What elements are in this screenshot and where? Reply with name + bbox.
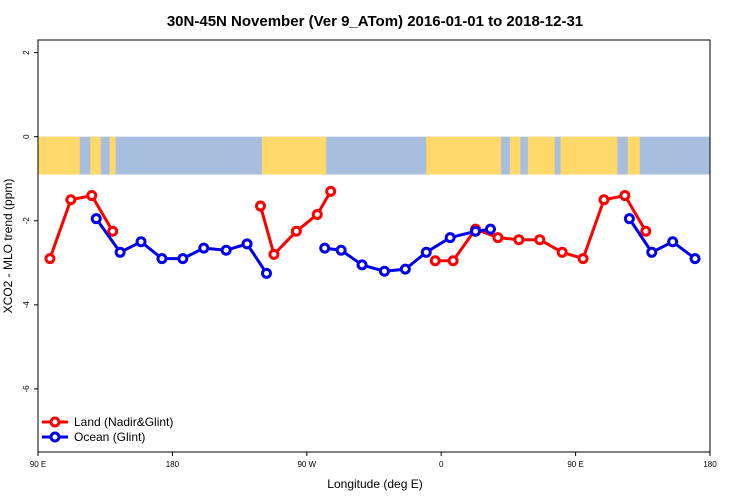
map-land-patch bbox=[262, 136, 327, 175]
y-tick-label: 2 bbox=[22, 50, 31, 55]
data-point bbox=[177, 253, 189, 265]
data-point bbox=[420, 246, 432, 258]
data-point bbox=[429, 255, 441, 267]
legend-item-land: Land (Nadir&Glint) bbox=[42, 415, 173, 429]
map-land-patch bbox=[426, 136, 501, 175]
x-tick-label: 90 E bbox=[567, 460, 583, 469]
data-point bbox=[689, 253, 701, 265]
y-tick-label: -2 bbox=[22, 217, 31, 225]
data-point bbox=[492, 232, 504, 244]
x-tick-label: 180 bbox=[703, 460, 717, 469]
series-land bbox=[44, 185, 652, 267]
data-point bbox=[623, 213, 635, 225]
data-point bbox=[290, 225, 302, 237]
data-point bbox=[268, 248, 280, 260]
data-point bbox=[255, 200, 267, 212]
data-point bbox=[356, 259, 368, 271]
legend-swatch-ocean-marker bbox=[49, 431, 61, 443]
series-line bbox=[628, 217, 696, 260]
data-point bbox=[646, 246, 658, 258]
series-line bbox=[259, 190, 332, 256]
data-point bbox=[44, 253, 56, 265]
data-point bbox=[534, 234, 546, 246]
y-tick-label: 0 bbox=[22, 134, 31, 139]
data-point bbox=[556, 246, 568, 258]
y-axis-label: XCO2 - MLO trend (ppm) bbox=[1, 179, 15, 314]
data-point bbox=[311, 208, 323, 220]
data-point bbox=[198, 242, 210, 254]
map-land-patch bbox=[560, 136, 618, 175]
map-land-patch bbox=[527, 136, 555, 175]
legend: Land (Nadir&Glint) Ocean (Glint) bbox=[42, 415, 173, 444]
legend-swatch-land-marker bbox=[49, 416, 61, 428]
data-point bbox=[335, 244, 347, 256]
data-point bbox=[90, 213, 102, 225]
series-layer bbox=[44, 185, 701, 279]
data-point bbox=[470, 225, 482, 237]
map-land-masses bbox=[38, 136, 640, 175]
x-tick-label: 180 bbox=[166, 460, 180, 469]
legend-item-ocean: Ocean (Glint) bbox=[42, 430, 145, 444]
data-point bbox=[667, 236, 679, 248]
data-point bbox=[156, 253, 168, 265]
data-point bbox=[619, 190, 631, 202]
data-point bbox=[598, 194, 610, 206]
data-point bbox=[107, 225, 119, 237]
map-land-patch bbox=[509, 136, 521, 175]
data-point bbox=[447, 255, 459, 267]
data-point bbox=[444, 232, 456, 244]
series-line bbox=[48, 194, 114, 260]
map-land-patch bbox=[109, 136, 116, 175]
y-tick-label: -4 bbox=[22, 301, 31, 309]
series-line bbox=[435, 194, 648, 263]
data-point bbox=[319, 242, 331, 254]
map-land-patch bbox=[90, 136, 101, 175]
data-point bbox=[135, 236, 147, 248]
x-tick-label: 90 E bbox=[30, 460, 46, 469]
series-line bbox=[95, 217, 268, 275]
x-tick-label: 90 W bbox=[297, 460, 316, 469]
x-tick-label: 0 bbox=[439, 460, 444, 469]
data-point bbox=[260, 267, 272, 279]
chart-title: 30N-45N November (Ver 9_ATom) 2016-01-01… bbox=[167, 13, 583, 30]
plot-frame bbox=[37, 39, 711, 453]
x-axis: 90 E 180 90 W 0 90 E 180 bbox=[30, 452, 717, 469]
data-point bbox=[114, 246, 126, 258]
data-point bbox=[513, 234, 525, 246]
map-land-patch bbox=[38, 136, 80, 175]
data-point bbox=[577, 253, 589, 265]
data-point bbox=[86, 190, 98, 202]
world-map-strip bbox=[38, 136, 710, 175]
data-point bbox=[220, 244, 232, 256]
data-point bbox=[325, 185, 337, 197]
data-point bbox=[378, 265, 390, 277]
data-point bbox=[640, 225, 652, 237]
y-tick-label: -6 bbox=[22, 385, 31, 393]
legend-label-land: Land (Nadir&Glint) bbox=[74, 415, 173, 429]
legend-label-ocean: Ocean (Glint) bbox=[74, 430, 145, 444]
x-axis-label: Longitude (deg E) bbox=[327, 477, 422, 491]
data-point bbox=[241, 238, 253, 250]
series-ocean bbox=[90, 213, 701, 279]
y-axis: 2 0 -2 -4 -6 bbox=[22, 50, 38, 393]
data-point bbox=[65, 194, 77, 206]
data-point bbox=[399, 263, 411, 275]
map-land-patch bbox=[627, 136, 640, 175]
data-point bbox=[484, 223, 496, 235]
